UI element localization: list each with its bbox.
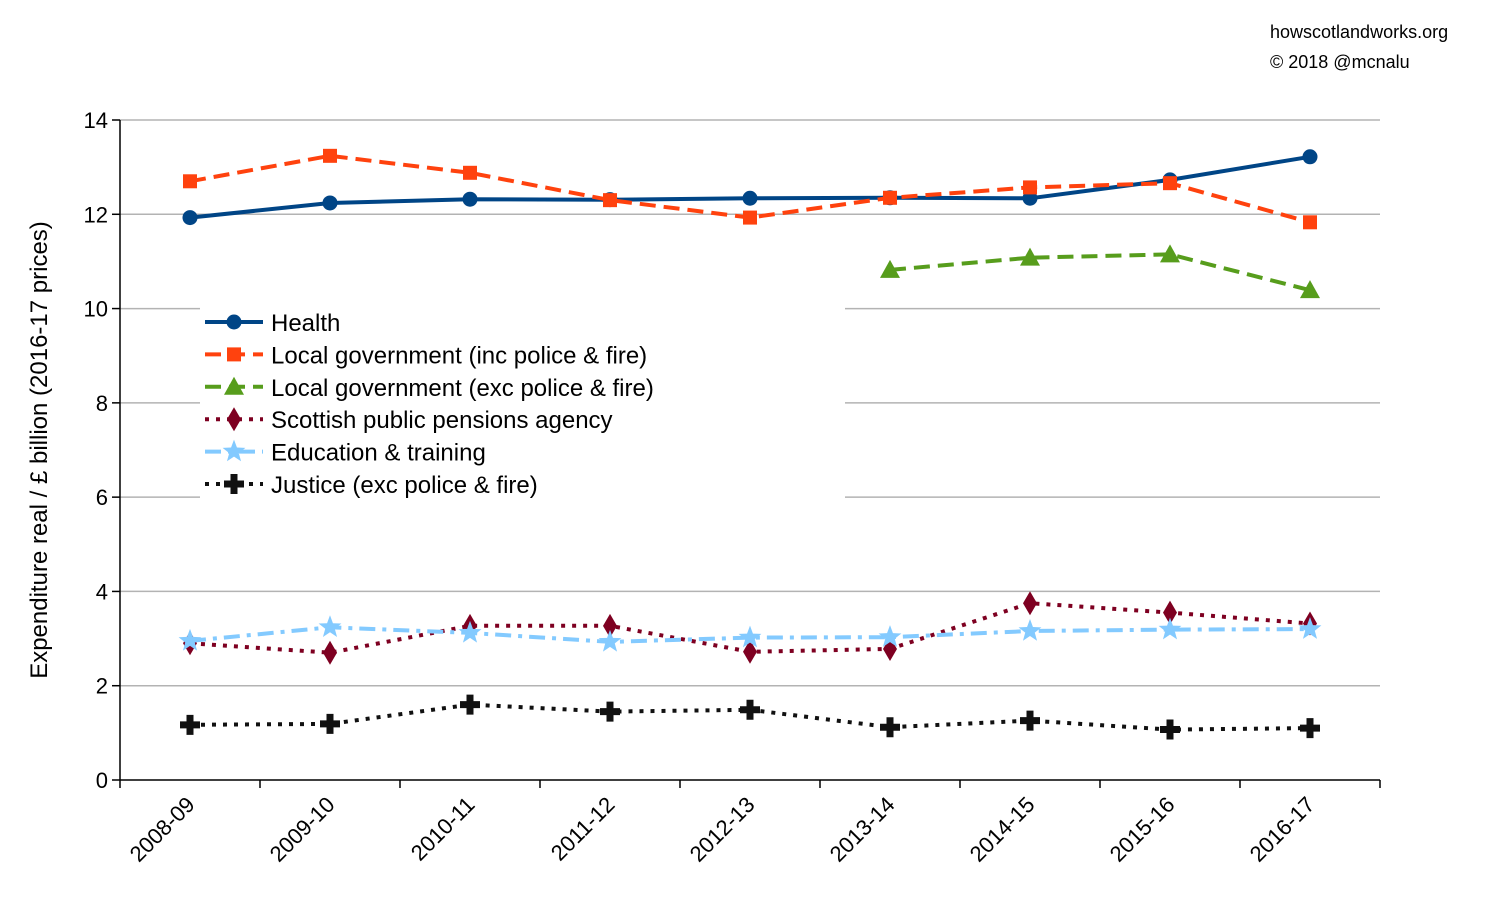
data-point [1298, 617, 1322, 639]
series-group [178, 148, 1322, 740]
data-point [878, 625, 902, 647]
series-1 [183, 148, 1317, 230]
y-tick-label: 14 [84, 108, 108, 133]
series-5 [180, 694, 1320, 740]
data-point [1303, 215, 1317, 230]
x-tick-label: 2012-13 [685, 792, 760, 867]
data-point [462, 191, 478, 207]
legend-label: Health [271, 310, 340, 337]
y-tick-label: 2 [96, 674, 108, 699]
x-axis-ticks: 2008-09 2009-10 2010-11 2011-12 2012-13 2013-… [119, 780, 1381, 867]
data-point [322, 195, 338, 211]
data-point [740, 699, 760, 720]
data-point [880, 259, 900, 278]
x-tick-label: 2008-09 [125, 792, 200, 867]
data-point [178, 628, 202, 651]
credit-copyright: © 2018 @mcnalu [1270, 52, 1410, 72]
data-point [460, 694, 480, 715]
legend-marker [224, 376, 244, 395]
x-tick-label: 2014-15 [965, 792, 1040, 867]
legend-marker [226, 314, 242, 330]
data-point [883, 190, 897, 205]
data-point [1163, 176, 1177, 191]
data-point [1023, 591, 1037, 616]
data-point [1022, 190, 1038, 206]
data-point [742, 190, 758, 206]
legend-label: Justice (exc police & fire) [271, 472, 538, 499]
data-point [600, 701, 620, 722]
y-tick-label: 6 [96, 485, 108, 510]
legend: Health Local government (inc police & fir… [200, 298, 845, 505]
data-point [1160, 244, 1180, 263]
data-point [320, 713, 340, 734]
data-point [180, 714, 200, 735]
data-point [603, 613, 617, 638]
legend-marker [227, 347, 241, 362]
data-point [880, 717, 900, 738]
data-point [1158, 617, 1182, 640]
y-tick-label: 8 [96, 391, 108, 416]
axes [119, 120, 1380, 781]
legend-label: Local government (inc police & fire) [271, 342, 647, 369]
legend-label: Education & training [271, 440, 486, 467]
data-point [323, 148, 337, 163]
y-tick-label: 10 [84, 297, 108, 322]
series-line [889, 252, 1311, 293]
data-point [458, 620, 482, 643]
y-axis-ticks: 0 2 4 6 8 10 12 14 [84, 108, 120, 793]
data-point [1160, 719, 1180, 740]
series-line [189, 154, 1311, 220]
x-tick-label: 2009-10 [265, 792, 340, 867]
y-tick-label: 12 [84, 202, 108, 227]
data-point [1018, 619, 1042, 641]
x-tick-label: 2013-14 [825, 792, 900, 867]
data-point [1300, 280, 1320, 299]
x-tick-label: 2011-12 [546, 792, 620, 866]
y-tick-label: 4 [96, 579, 108, 604]
credit-site: howscotlandworks.org [1270, 22, 1449, 42]
series-4 [178, 615, 1322, 652]
y-tick-label: 0 [96, 768, 108, 793]
data-point [183, 174, 197, 189]
data-point [1163, 600, 1177, 625]
data-point [743, 639, 757, 664]
data-point [1020, 247, 1040, 266]
series-line [189, 601, 1311, 655]
legend-label: Scottish public pensions agency [271, 407, 613, 434]
x-tick-label: 2016-17 [1245, 792, 1320, 867]
data-point [463, 165, 477, 180]
legend-label: Local government (exc police & fire) [271, 375, 654, 402]
data-point [598, 629, 622, 652]
legend-marker [224, 474, 244, 494]
data-point [738, 625, 762, 648]
x-tick-label: 2010-11 [406, 792, 480, 866]
data-point [1023, 180, 1037, 195]
legend-marker [222, 439, 246, 462]
data-point [1302, 149, 1318, 165]
y-axis-title: Expenditure real / £ billion (2016-17 pr… [26, 221, 53, 679]
data-point [318, 615, 342, 637]
data-point [323, 640, 337, 665]
legend-marker [227, 407, 241, 432]
data-point [1020, 710, 1040, 731]
data-point [743, 210, 757, 225]
series-2 [880, 244, 1320, 299]
data-point [1300, 718, 1320, 739]
data-point [182, 210, 198, 226]
x-tick-label: 2015-16 [1105, 792, 1180, 867]
data-point [603, 193, 617, 208]
legend-background [200, 298, 845, 505]
